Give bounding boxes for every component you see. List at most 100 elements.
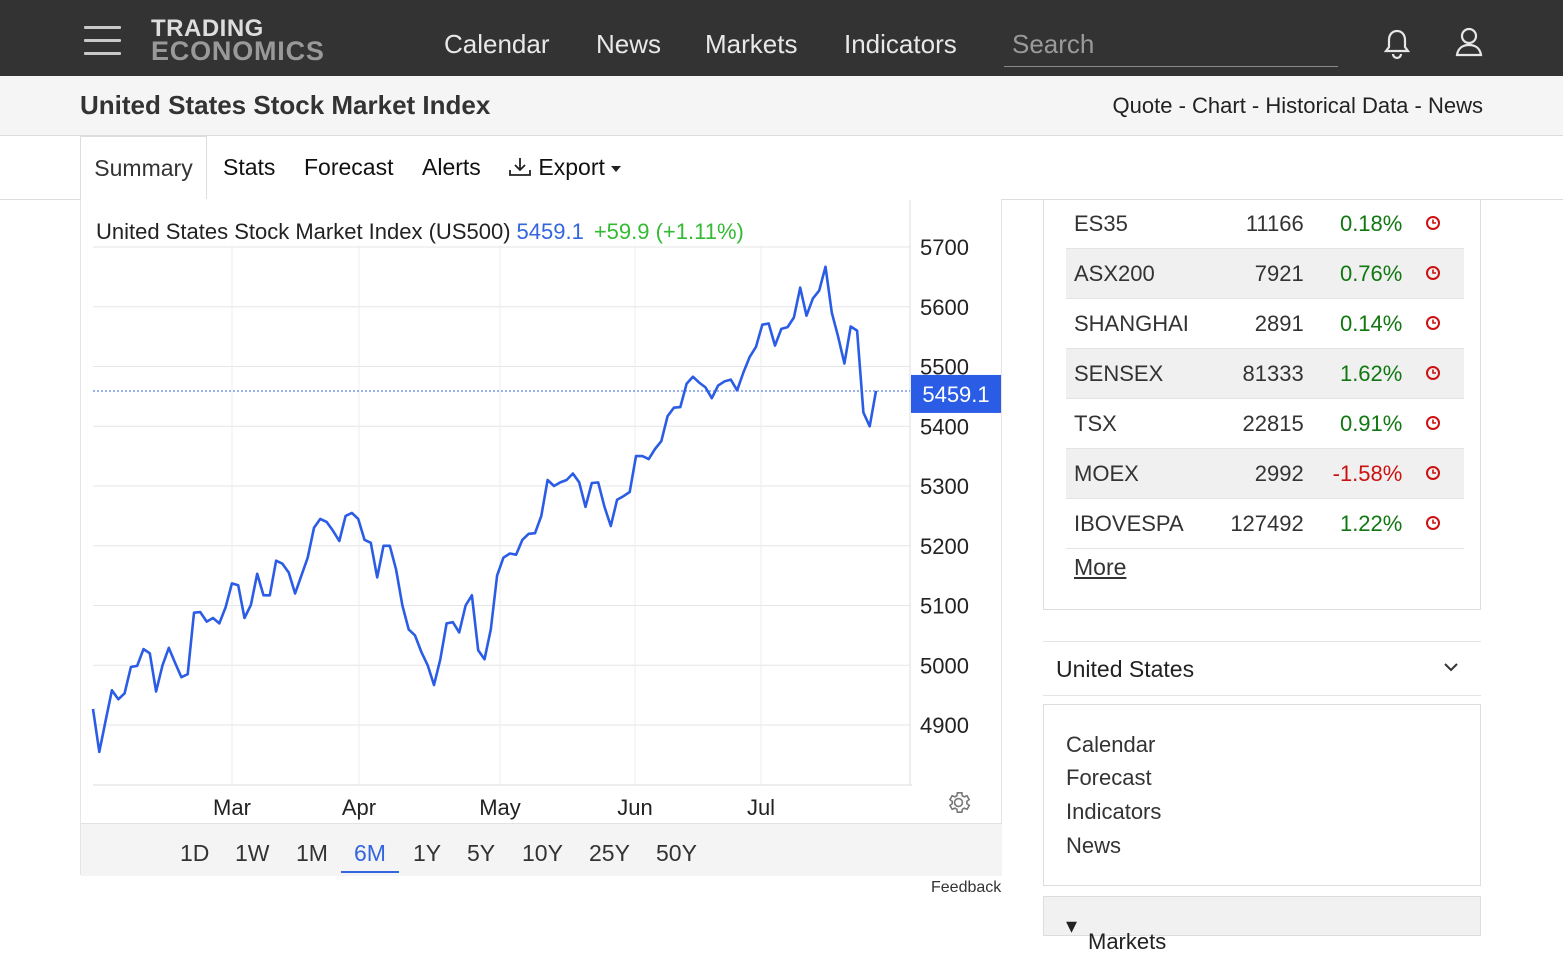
clock-icon: [1402, 199, 1464, 249]
nav-markets[interactable]: Markets: [705, 29, 798, 59]
more-markets-link[interactable]: More: [1074, 554, 1127, 580]
download-icon: [509, 158, 531, 176]
bell-icon[interactable]: [1383, 28, 1411, 65]
tab-forecast[interactable]: Forecast: [304, 154, 394, 180]
market-price: 81333: [1228, 348, 1304, 399]
market-name: SENSEX: [1066, 348, 1229, 399]
clock-icon: [1402, 348, 1464, 399]
export-dropdown[interactable]: Export: [508, 136, 621, 199]
market-row[interactable]: SENSEX 81333 1.62%: [1066, 348, 1464, 399]
user-account-icon[interactable]: [1455, 27, 1483, 62]
market-name: ES35: [1066, 199, 1229, 249]
market-row[interactable]: IBOVESPA 127492 1.22%: [1066, 498, 1464, 549]
market-change: 0.14%: [1303, 298, 1403, 349]
page-title: United States Stock Market Index: [80, 90, 491, 120]
markets-panel: [1043, 199, 1481, 610]
markets-section-header[interactable]: ▾ Markets: [1043, 896, 1481, 954]
chevron-down-icon: [1443, 660, 1459, 678]
country-links: Calendar Forecast Indicators News: [1043, 704, 1481, 886]
title-bar: United States Stock Market Index Quote -…: [0, 76, 1563, 136]
hamburger-menu-icon[interactable]: [84, 26, 121, 56]
last-price-label: 5459.1: [922, 382, 989, 407]
y-tick-label: 4900: [920, 713, 969, 738]
chart-symbol-name: United States Stock Market Index (US500): [96, 219, 511, 244]
market-price: 2992: [1228, 448, 1304, 499]
chart-settings-gear-icon[interactable]: [945, 789, 972, 821]
logo[interactable]: TRADING ECONOMICS: [151, 15, 325, 66]
logo-line-2: ECONOMICS: [151, 36, 325, 66]
tab-summary[interactable]: Summary: [80, 136, 207, 200]
range-5y[interactable]: 5Y: [467, 840, 496, 866]
markets-table: ES35 11166 0.18% ASX200 7921 0.76% SHANGHAI 289…: [1066, 199, 1464, 549]
country-link-forecast[interactable]: Forecast: [1066, 765, 1152, 790]
country-link-indicators[interactable]: Indicators: [1066, 799, 1162, 824]
market-name: SHANGHAI: [1066, 298, 1229, 349]
quick-link-news[interactable]: News: [1427, 93, 1483, 118]
market-change: -1.58%: [1303, 448, 1403, 499]
market-row[interactable]: MOEX 2992 -1.58%: [1066, 448, 1464, 499]
range-1m[interactable]: 1M: [296, 840, 328, 866]
active-range-underline: [341, 871, 399, 873]
y-tick-label: 5200: [920, 534, 969, 559]
y-tick-label: 5600: [920, 295, 969, 320]
clock-icon: [1402, 398, 1464, 449]
x-tick-label: Mar: [213, 795, 251, 820]
clock-icon: [1402, 498, 1464, 549]
nav-indicators[interactable]: Indicators: [844, 29, 957, 59]
last-price-badge: [911, 374, 1001, 413]
clock-icon: [1402, 248, 1464, 299]
y-tick-label: 5700: [920, 235, 969, 260]
nav-news[interactable]: News: [596, 29, 662, 59]
tab-stats[interactable]: Stats: [223, 154, 276, 180]
clock-icon: [1402, 448, 1464, 499]
search-input[interactable]: [1004, 26, 1332, 62]
market-price: 7921: [1228, 248, 1304, 299]
market-row[interactable]: TSX 22815 0.91%: [1066, 398, 1464, 449]
feedback-link[interactable]: Feedback: [931, 879, 1002, 896]
tab-alerts[interactable]: Alerts: [422, 154, 481, 180]
market-row[interactable]: SHANGHAI 2891 0.14%: [1066, 298, 1464, 349]
country-dropdown[interactable]: United States: [1043, 641, 1481, 696]
market-name: IBOVESPA: [1066, 498, 1229, 549]
chart-change: +59.9 (+1.11%): [593, 219, 744, 244]
y-tick-label: 5400: [920, 414, 969, 439]
country-link-news[interactable]: News: [1066, 833, 1122, 858]
market-change: 0.18%: [1303, 199, 1403, 249]
y-tick-label: 5000: [920, 653, 969, 678]
country-link-calendar[interactable]: Calendar: [1066, 732, 1156, 757]
market-name: ASX200: [1066, 248, 1229, 299]
range-1y[interactable]: 1Y: [413, 840, 442, 866]
price-series-line: [91, 265, 878, 754]
market-price: 127492: [1228, 498, 1304, 549]
markets-section-label: Markets: [1088, 929, 1167, 954]
range-1d[interactable]: 1D: [180, 840, 210, 866]
separator: -: [1245, 93, 1266, 118]
market-price: 2891: [1228, 298, 1304, 349]
x-tick-label: May: [479, 795, 521, 820]
market-change: 0.76%: [1303, 248, 1403, 299]
quick-link-chart[interactable]: Chart: [1192, 93, 1246, 118]
range-selector: 1D 1W 1M 6M 1Y 5Y 10Y 25Y 50Y: [81, 823, 1002, 876]
caret-down-icon: [610, 165, 621, 172]
range-25y[interactable]: 25Y: [589, 840, 630, 866]
market-row[interactable]: ASX200 7921 0.76%: [1066, 248, 1464, 299]
range-50y[interactable]: 50Y: [656, 840, 697, 866]
nav-calendar[interactable]: Calendar: [444, 29, 550, 59]
market-change: 1.22%: [1303, 498, 1403, 549]
y-tick-label: 5300: [920, 474, 969, 499]
logo-line-1: TRADING: [151, 15, 264, 42]
quick-link-quote[interactable]: Quote: [1112, 93, 1173, 118]
x-tick-label: Apr: [342, 795, 376, 820]
x-tick-label: Jul: [747, 795, 775, 820]
top-navbar: TRADING ECONOMICS Calendar News Markets …: [0, 0, 1563, 76]
x-tick-label: Jun: [617, 795, 652, 820]
range-1w[interactable]: 1W: [235, 840, 270, 866]
market-row[interactable]: ES35 11166 0.18%: [1066, 199, 1464, 249]
clock-icon: [1402, 298, 1464, 349]
chart-last-price: 5459.1: [516, 219, 584, 244]
market-change: 1.62%: [1303, 348, 1403, 399]
range-10y[interactable]: 10Y: [522, 840, 563, 866]
quick-link-historical-data[interactable]: Historical Data: [1265, 93, 1409, 118]
range-6m[interactable]: 6M: [354, 840, 386, 866]
